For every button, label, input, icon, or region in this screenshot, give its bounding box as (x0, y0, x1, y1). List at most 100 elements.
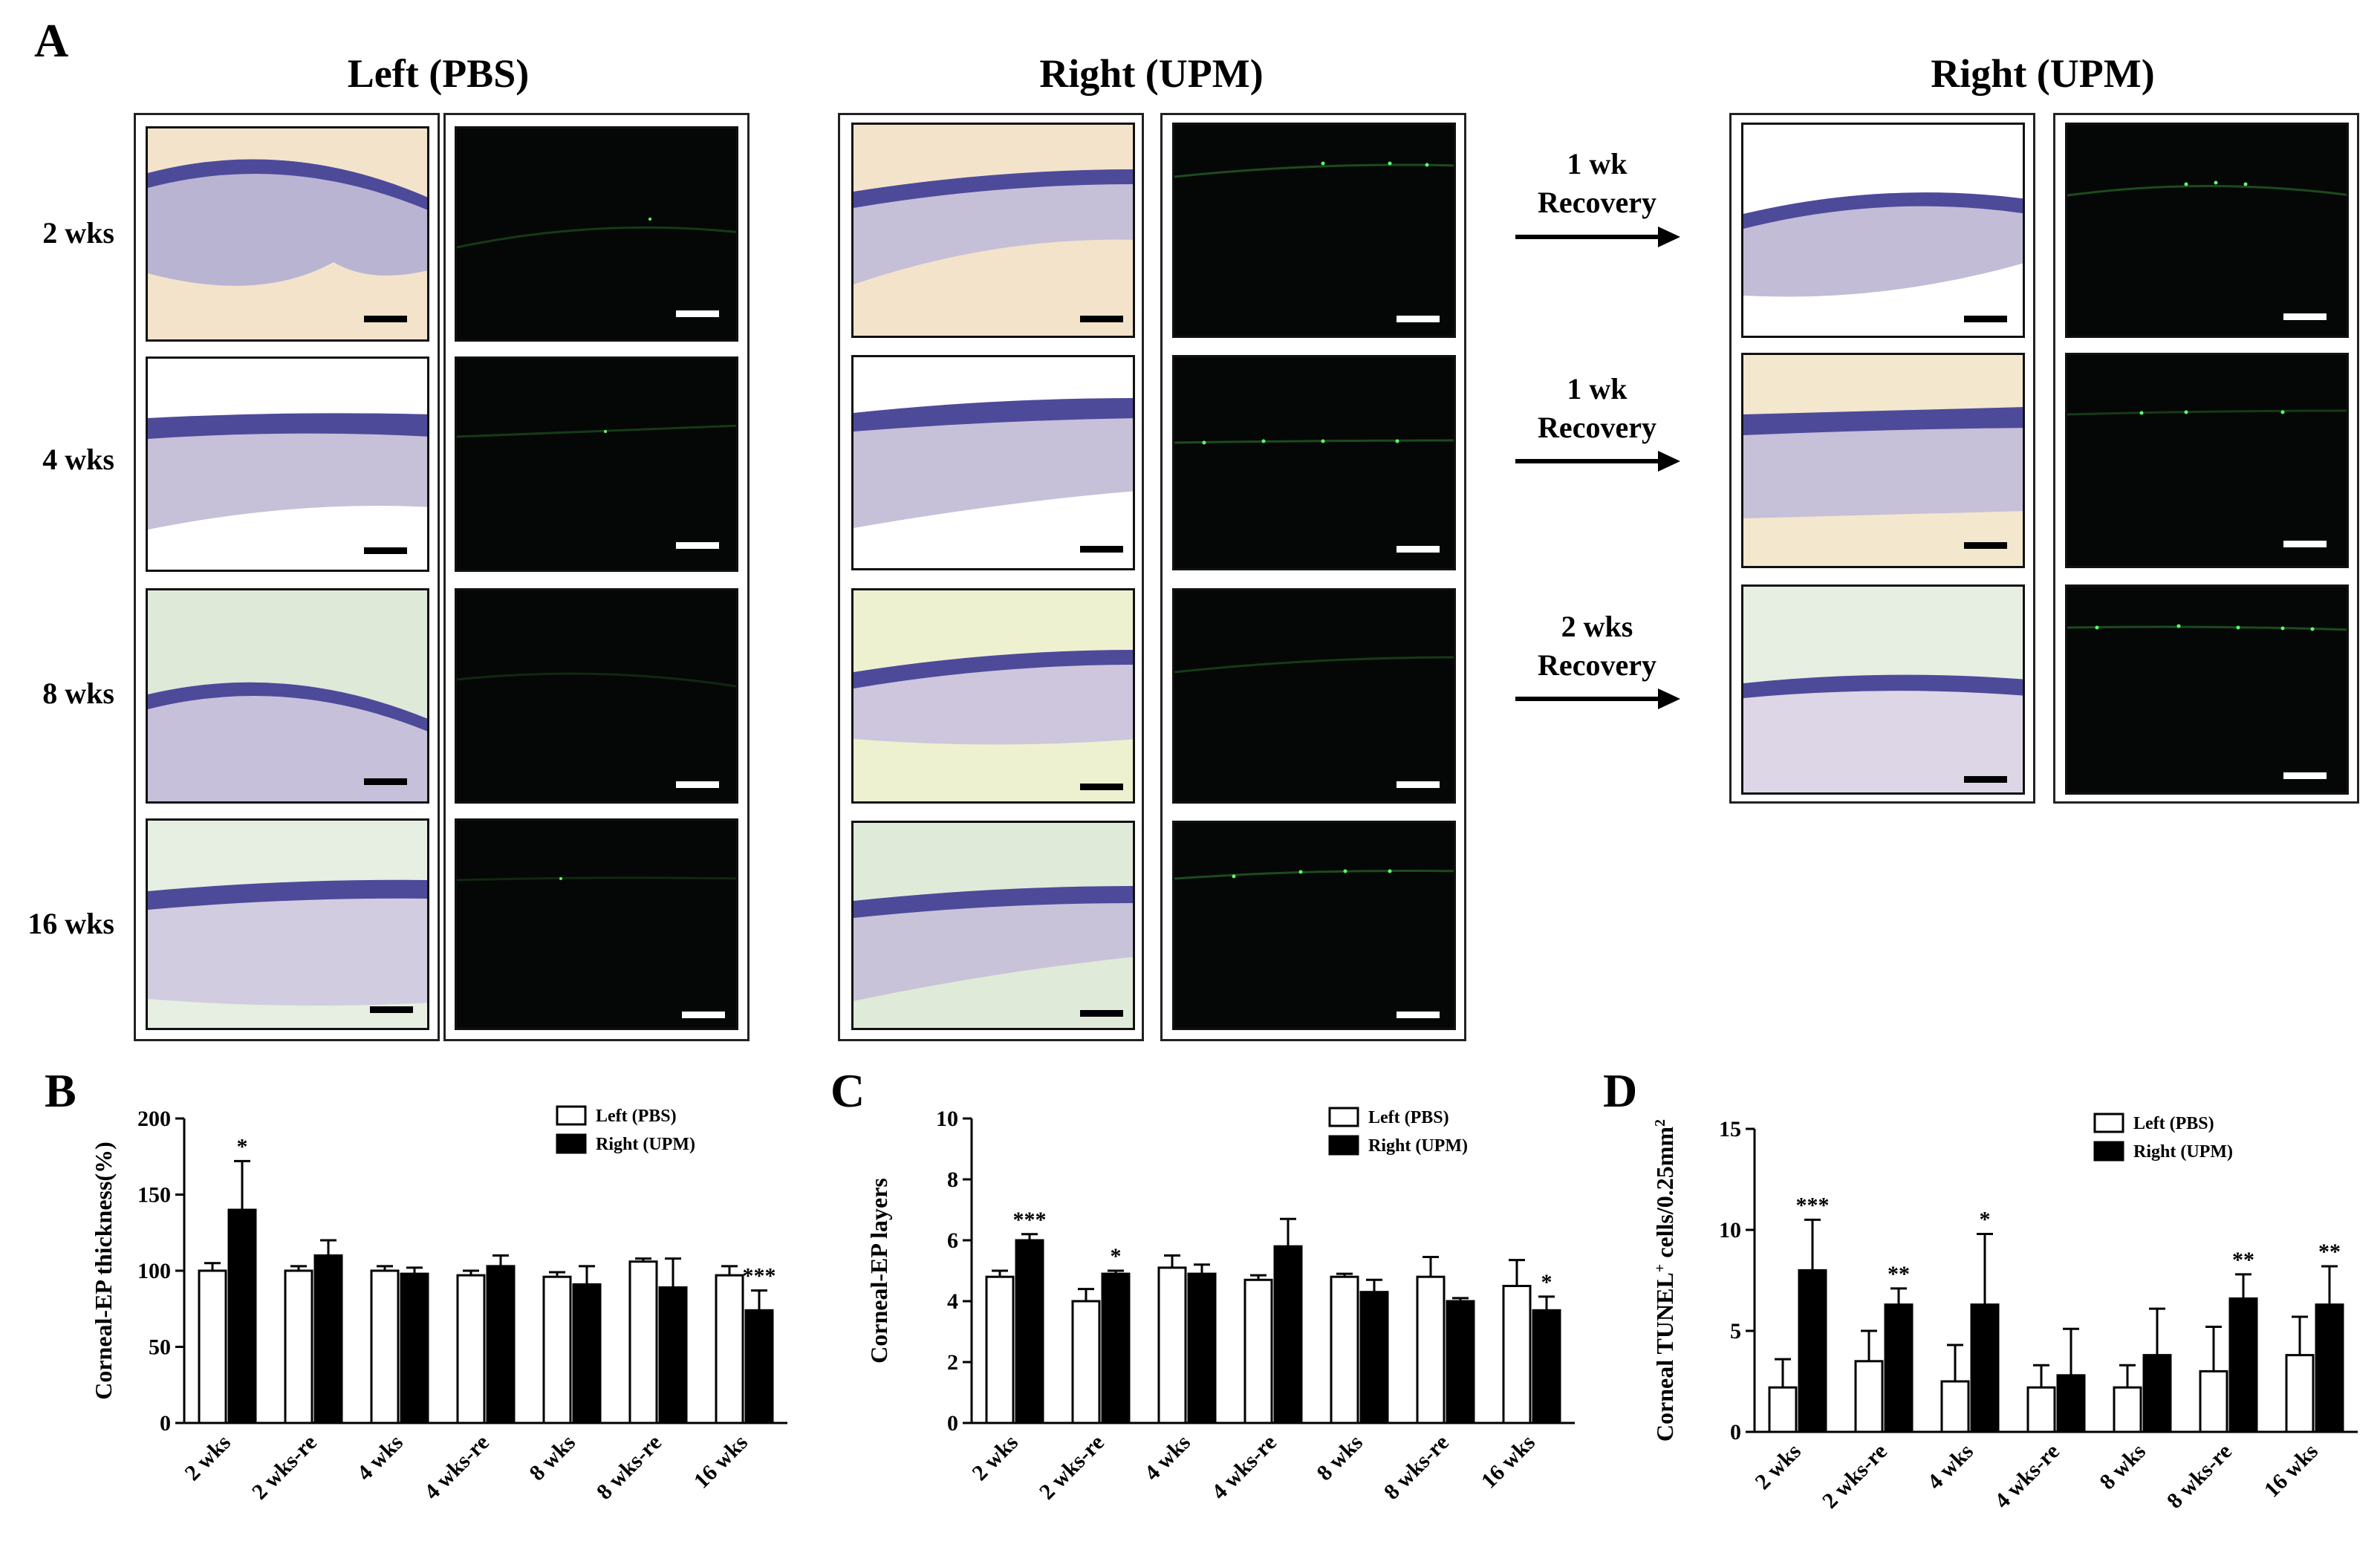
bar-left-pbs (1940, 1380, 1970, 1433)
scale-bar (1964, 776, 2007, 783)
arrow-label-3: 2 wks Recovery (1493, 608, 1701, 685)
bar-left-pbs (1157, 1266, 1187, 1424)
fluor-image-recovery-1 (2065, 123, 2349, 338)
scale-bar (2283, 313, 2327, 320)
bar-right-upm (400, 1272, 429, 1424)
legend-swatch-right-upm (2093, 1141, 2124, 1162)
bar-left-pbs (1071, 1300, 1101, 1424)
scale-bar (1397, 546, 1440, 553)
bar-left-pbs (284, 1269, 313, 1424)
fluor-image-recovery-3 (2065, 584, 2349, 795)
fluor-image-right-4wks (1172, 355, 1456, 570)
arrow-label-2: 1 wk Recovery (1493, 370, 1701, 447)
title-right-upm: Right (UPM) (1039, 51, 1264, 96)
bar-left-pbs (542, 1275, 572, 1424)
scale-bar (370, 1006, 413, 1013)
bar-left-pbs (1854, 1360, 1884, 1433)
arrow-label-line1: 1 wk (1567, 147, 1628, 180)
significance-marker: ** (2318, 1240, 2341, 1264)
y-axis-label-part: cells/0.25mm (1651, 1127, 1678, 1264)
bar-left-pbs (1330, 1275, 1359, 1424)
x-tick-label: 16 wks (2260, 1439, 2323, 1502)
x-tick-label: 4 wks (352, 1430, 408, 1486)
legend-swatch-left-pbs (1328, 1107, 1359, 1127)
arrow-label-line1: 1 wk (1567, 372, 1628, 406)
he-image-left-4wks (146, 356, 429, 572)
bar-right-upm (486, 1265, 516, 1424)
scale-bar (364, 547, 407, 554)
bar-right-upm (1446, 1300, 1475, 1424)
bar-left-pbs (1243, 1278, 1273, 1424)
scale-bar (1080, 1010, 1123, 1017)
fluor-image-recovery-2 (2065, 353, 2349, 568)
bar-left-pbs (628, 1260, 658, 1424)
bar-left-pbs (2285, 1354, 2315, 1433)
bar-left-pbs (2113, 1386, 2142, 1433)
legend-label-right-upm: Right (UPM) (596, 1135, 695, 1154)
bar-right-upm (1798, 1268, 1827, 1433)
title-right-upm-recovery: Right (UPM) (1931, 51, 2155, 96)
y-axis-label-superscript: 2 (1652, 1119, 1668, 1127)
y-axis-label: Corneal-EP layers (865, 1178, 892, 1364)
significance-marker: * (1541, 1270, 1552, 1294)
bar-left-pbs (1502, 1285, 1532, 1424)
legend-label-right-upm: Right (UPM) (1368, 1136, 1468, 1156)
row-label-2wks: 2 wks (42, 216, 114, 250)
arrow-head-icon (1658, 688, 1680, 709)
title-left-pbs: Left (PBS) (347, 51, 530, 96)
panel-a-letter: A (34, 14, 69, 67)
scale-bar (1080, 784, 1123, 790)
x-tick-label: 8 wks-re (2162, 1439, 2237, 1514)
fluor-image-right-16wks (1172, 821, 1456, 1030)
x-tick-label: 4 wks (1139, 1430, 1195, 1486)
y-tick-label: 5 (1730, 1319, 1741, 1344)
scale-bar (676, 310, 719, 317)
x-tick-label: 2 wks-re (1035, 1430, 1109, 1505)
bar-right-upm (572, 1283, 602, 1424)
y-tick-label: 0 (947, 1411, 958, 1436)
bar-right-upm (2056, 1374, 2086, 1433)
row-label-4wks: 4 wks (42, 443, 114, 476)
x-tick-label: 4 wks-re (1990, 1439, 2064, 1514)
x-tick-label: 2 wks (180, 1430, 235, 1486)
y-tick-label: 4 (947, 1289, 958, 1314)
x-tick-label: 8 wks-re (592, 1430, 666, 1505)
arrow-label-line2: Recovery (1538, 648, 1656, 682)
y-axis-label-part: Corneal TUNEL (1651, 1272, 1678, 1442)
y-tick-label: 150 (137, 1183, 171, 1208)
y-axis-label: Corneal TUNEL+ cells/0.25mm2 (1651, 1119, 1678, 1442)
fluor-image-left-4wks (455, 356, 738, 572)
arrow-right-icon (1515, 459, 1664, 463)
bar-right-upm (744, 1309, 774, 1424)
y-tick-label: 6 (947, 1228, 958, 1253)
scale-bar (1397, 781, 1440, 788)
legend-swatch-right-upm (1328, 1135, 1359, 1156)
significance-marker: ** (2232, 1248, 2254, 1272)
he-image-recovery-1 (1741, 123, 2025, 338)
fluor-image-left-2wks (455, 126, 738, 342)
bar-right-upm (1970, 1303, 2000, 1433)
he-image-recovery-3 (1741, 584, 2025, 795)
scale-bar (1080, 316, 1123, 322)
arrow-head-icon (1658, 227, 1680, 247)
panel-b-letter: B (45, 1064, 77, 1117)
scale-bar (682, 1012, 725, 1018)
scale-bar (364, 778, 407, 785)
x-tick-label: 4 wks-re (420, 1430, 494, 1505)
bar-right-upm (1101, 1272, 1131, 1424)
significance-marker: * (1980, 1207, 1991, 1231)
x-tick-label: 4 wks (1922, 1439, 1978, 1495)
bar-right-upm (658, 1286, 688, 1424)
he-image-left-16wks (146, 818, 429, 1030)
bar-right-upm (313, 1254, 343, 1424)
bar-left-pbs (985, 1275, 1015, 1424)
significance-marker: ** (1888, 1262, 1910, 1286)
arrow-label-line2: Recovery (1538, 186, 1656, 219)
x-tick-label: 2 wks-re (247, 1430, 322, 1505)
legend-label-left-pbs: Left (PBS) (2133, 1114, 2214, 1133)
x-tick-label: 2 wks-re (1818, 1439, 1892, 1514)
scale-bar (1964, 542, 2007, 549)
legend-label-left-pbs: Left (PBS) (1368, 1108, 1449, 1127)
y-tick-label: 0 (160, 1411, 171, 1436)
